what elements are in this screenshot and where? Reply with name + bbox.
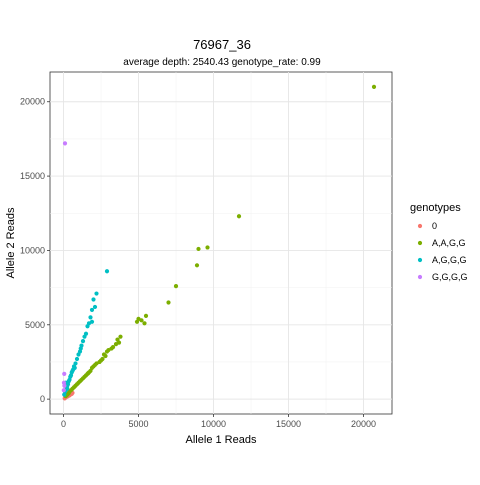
y-axis-title: Allele 2 Reads bbox=[5, 207, 17, 278]
y-tick-label: 5000 bbox=[25, 320, 45, 330]
x-axis-ticks: 0 5000 10000 15000 20000 bbox=[61, 414, 376, 429]
data-point bbox=[205, 245, 210, 250]
data-point bbox=[104, 269, 110, 274]
data-point bbox=[62, 392, 67, 397]
data-points bbox=[61, 84, 377, 401]
data-point bbox=[92, 362, 98, 368]
data-point bbox=[98, 358, 104, 363]
x-axis-title: Allele 1 Reads bbox=[186, 434, 257, 446]
legend-key bbox=[417, 240, 423, 246]
data-point bbox=[61, 388, 66, 393]
x-tick-label: 15000 bbox=[276, 419, 301, 429]
data-point bbox=[92, 304, 98, 310]
data-point bbox=[85, 324, 90, 329]
data-point bbox=[118, 334, 123, 339]
data-point bbox=[134, 319, 140, 324]
data-point bbox=[76, 352, 81, 357]
y-tick-label: 20000 bbox=[20, 97, 45, 107]
data-point bbox=[86, 371, 91, 376]
data-point bbox=[371, 84, 377, 89]
data-point bbox=[173, 284, 179, 289]
data-point bbox=[196, 246, 201, 252]
data-point bbox=[106, 347, 111, 353]
x-tick-label: 0 bbox=[61, 419, 66, 429]
x-tick-label: 5000 bbox=[128, 419, 148, 429]
legend-key bbox=[417, 257, 423, 263]
data-point bbox=[88, 315, 93, 320]
data-point bbox=[80, 339, 86, 344]
data-point bbox=[89, 319, 95, 324]
data-point bbox=[143, 313, 149, 318]
chart-subtitle: average depth: 2540.43 genotype_rate: 0.… bbox=[123, 57, 321, 68]
x-tick-label: 10000 bbox=[201, 419, 226, 429]
y-tick-label: 10000 bbox=[20, 245, 45, 255]
legend: genotypes 0 A,A,G,G A,G,G,G G,G,G,G bbox=[410, 202, 468, 282]
legend-label: G,G,G,G bbox=[432, 272, 468, 282]
y-tick-label: 0 bbox=[40, 394, 45, 404]
data-point bbox=[166, 300, 171, 305]
grid-lines bbox=[50, 72, 392, 414]
legend-title: genotypes bbox=[410, 202, 461, 214]
data-point bbox=[62, 383, 67, 388]
data-point bbox=[194, 263, 200, 268]
data-point bbox=[113, 342, 119, 347]
data-point bbox=[94, 291, 99, 296]
chart-title: 76967_36 bbox=[193, 37, 251, 52]
data-point bbox=[142, 321, 147, 326]
data-point bbox=[103, 353, 108, 359]
data-point bbox=[82, 334, 87, 339]
x-tick-label: 20000 bbox=[351, 419, 376, 429]
y-axis-ticks: 0 5000 10000 15000 20000 bbox=[20, 97, 50, 404]
data-point bbox=[72, 365, 77, 371]
data-point bbox=[236, 214, 242, 219]
data-point bbox=[89, 307, 95, 313]
y-tick-label: 15000 bbox=[20, 171, 45, 181]
legend-label: A,A,G,G bbox=[432, 238, 466, 248]
data-point bbox=[78, 346, 83, 351]
legend-label: A,G,G,G bbox=[432, 255, 467, 265]
data-point bbox=[65, 386, 70, 391]
data-point bbox=[74, 356, 80, 362]
data-point bbox=[62, 141, 68, 146]
legend-label: 0 bbox=[432, 221, 437, 231]
legend-key bbox=[417, 223, 423, 229]
data-point bbox=[62, 371, 67, 376]
legend-key bbox=[417, 274, 423, 280]
data-point bbox=[91, 297, 96, 302]
